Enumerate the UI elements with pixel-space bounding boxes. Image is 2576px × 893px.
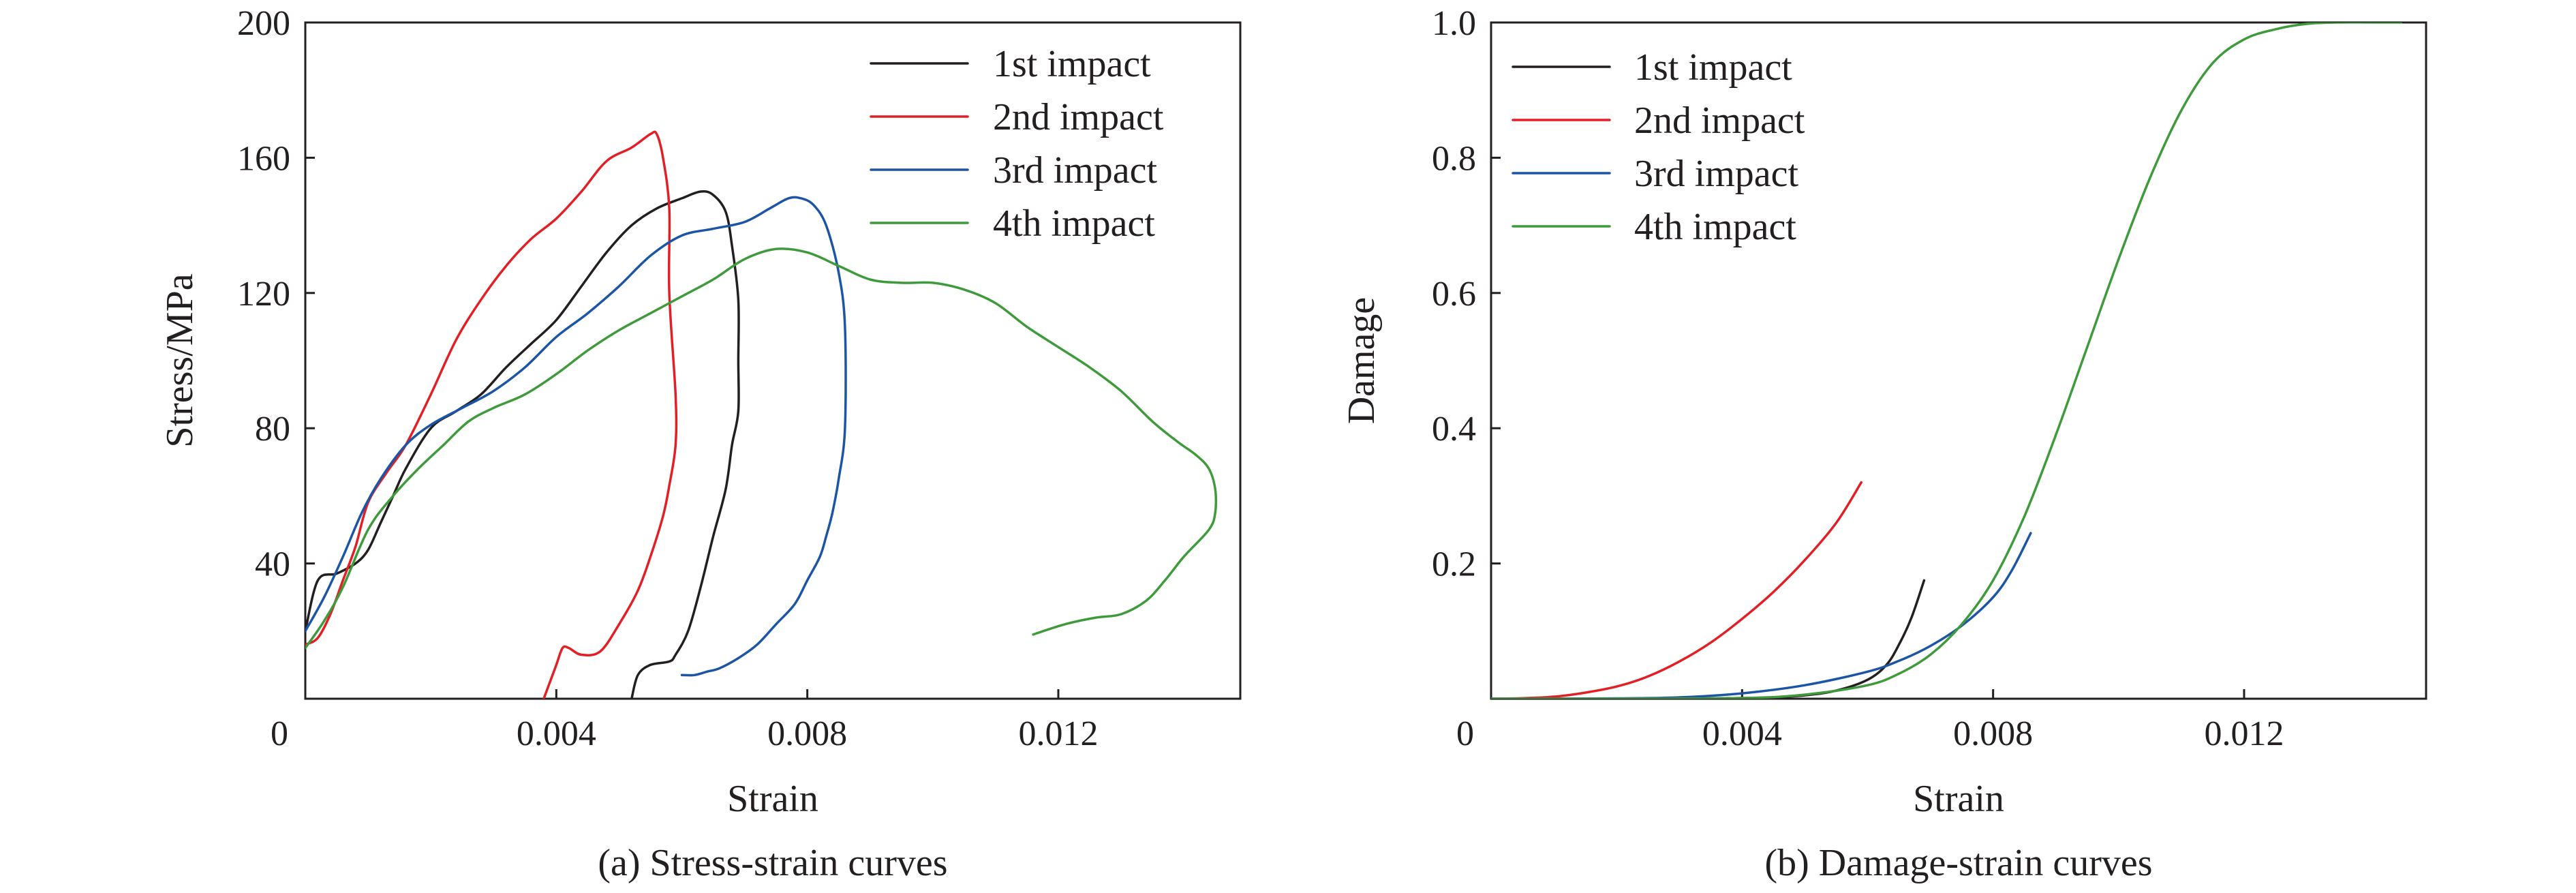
curves-b (1491, 22, 2402, 699)
y-tick-label-b-5: 1.0 (1432, 4, 1476, 43)
x-tick-label-a-3: 0.012 (1018, 714, 1098, 753)
x-tick-label-b-1: 0.004 (1702, 714, 1782, 753)
y-axis-label-b: Damage (1340, 297, 1383, 425)
y-tick-label-b-4: 0.8 (1432, 139, 1476, 178)
series-line-a-3 (305, 196, 847, 677)
y-tick-label-b-2: 0.4 (1432, 410, 1476, 449)
y-tick-label-a-4: 160 (237, 139, 290, 178)
series-line-b-3 (1491, 532, 2032, 699)
legend-label-b-1: 1st impact (1634, 46, 1792, 89)
x-origin-label-b: 0 (1456, 714, 1474, 753)
plot-frame-a (304, 21, 1242, 700)
y-axis-label-a: Stress/MPa (159, 273, 201, 447)
legend-label-b-4: 4th impact (1634, 206, 1796, 248)
y-tick-label-a-3: 120 (237, 275, 290, 314)
series-line-a-4 (305, 247, 1218, 650)
curves-a (305, 130, 1218, 699)
x-origin-label-a: 0 (271, 714, 288, 753)
y-tick-label-a-5: 200 (237, 4, 290, 43)
legend-label-b-2: 2nd impact (1634, 100, 1805, 142)
legend-a: 1st impact 2nd impact 3rd impact 4th imp… (870, 43, 1164, 245)
caption-b: (b) Damage-strain curves (1764, 842, 2152, 884)
y-tick-label-b-1: 0.2 (1432, 545, 1476, 584)
y-tick-label-a-1: 40 (255, 545, 290, 584)
y-tick-label-b-3: 0.6 (1432, 275, 1476, 314)
series-line-a-1 (305, 190, 740, 699)
legend-label-a-2: 2nd impact (993, 96, 1164, 138)
series-line-b-1 (1491, 579, 1926, 699)
legend-b: 1st impact 2nd impact 3rd impact 4th imp… (1512, 46, 1805, 248)
legend-label-a-3: 3rd impact (993, 149, 1157, 192)
x-tick-label-a-2: 0.008 (767, 714, 847, 753)
x-axis-label-a: Strain (727, 778, 818, 820)
x-tick-label-a-1: 0.004 (517, 714, 596, 753)
series-line-a-2 (305, 130, 678, 699)
stress-strain-panel: 0.004 0.008 0.012 40 80 120 160 200 0 Strain St… (159, 4, 1242, 884)
x-axis-label-b: Strain (1913, 778, 2004, 820)
y-tick-label-a-2: 80 (255, 410, 290, 449)
legend-label-a-4: 4th impact (993, 202, 1155, 245)
x-tick-label-b-2: 0.008 (1953, 714, 2033, 753)
series-line-b-4 (1491, 22, 2402, 699)
x-tick-label-b-3: 0.012 (2204, 714, 2284, 753)
ticks-b: 0.004 0.008 0.012 0.2 0.4 0.6 0.8 1.0 (1432, 4, 2284, 753)
legend-label-b-3: 3rd impact (1634, 153, 1798, 195)
caption-a: (a) Stress-strain curves (598, 842, 947, 884)
series-line-b-2 (1491, 481, 1863, 699)
ticks-a: 0.004 0.008 0.012 40 80 120 160 200 (237, 4, 1098, 753)
legend-label-a-1: 1st impact (993, 43, 1151, 85)
plot-frame-b (1490, 21, 2427, 700)
